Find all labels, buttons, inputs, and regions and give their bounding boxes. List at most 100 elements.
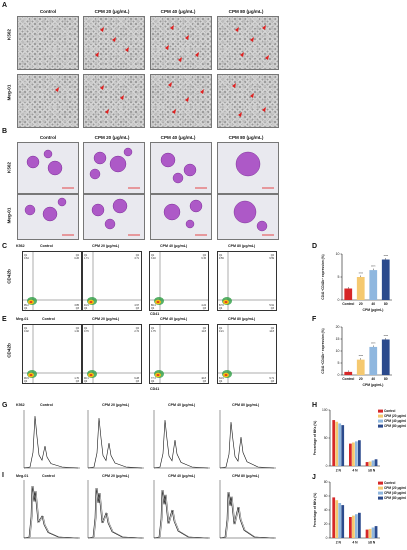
e-quadrant-name-q4: Q4 bbox=[24, 380, 28, 383]
e-quadrant-value-1: 11.8 bbox=[202, 330, 207, 333]
dna-content-trace-overlay bbox=[89, 487, 144, 539]
x-tick-label-0: Control bbox=[342, 302, 354, 306]
bar-≥8 N-2 bbox=[371, 460, 375, 466]
dna-content-trace bbox=[87, 487, 143, 539]
legend-swatch-3 bbox=[378, 496, 383, 500]
y-tick-label: 60 bbox=[324, 494, 328, 498]
y-axis-title: CD41⁺CD42b⁺ expression (%) bbox=[321, 328, 325, 373]
bar-≥8 N-1 bbox=[368, 528, 372, 538]
bar-40 bbox=[369, 346, 378, 375]
c-x-axis-label: CD41 bbox=[150, 312, 160, 316]
y-tick-label: 15 bbox=[336, 337, 340, 341]
e-quadrant-name-q3: Q3 bbox=[136, 380, 140, 383]
density-peak bbox=[224, 301, 228, 303]
bar-20 bbox=[356, 359, 365, 375]
c-quadrant-value-2: 86.4 bbox=[151, 304, 156, 307]
e-quadrant-value-1: 2.72 bbox=[134, 330, 139, 333]
bar-4 N-1 bbox=[352, 515, 355, 538]
bar-80 bbox=[381, 339, 390, 375]
e-quadrant-name-q2: Q2 bbox=[271, 327, 275, 330]
bar-2 N-0 bbox=[332, 420, 336, 466]
legend-label-2: CPM (40 μg/mL) bbox=[384, 491, 406, 495]
c-quadrant-value-0: 9.59 bbox=[219, 257, 224, 260]
b-col-title-cpm40: CPM 40 (μg/mL) bbox=[160, 135, 196, 140]
x-tick-label-3: 80 bbox=[384, 302, 388, 306]
bar-4 N-0 bbox=[349, 517, 352, 538]
bar-2 N-2 bbox=[338, 423, 342, 466]
g-histogram-1 bbox=[87, 410, 144, 469]
e-facs-plot-0: Q1 0.02 Q2 1.32 Q4 96.9 Q3 1.70 bbox=[22, 324, 82, 384]
e-quadrant-name-q1: Q1 bbox=[151, 327, 155, 330]
x-tick-label-0: 2 N bbox=[336, 469, 342, 473]
e-quadrant-value-1: 1.32 bbox=[74, 330, 79, 333]
g-histogram-0 bbox=[23, 410, 80, 469]
c-quadrant-name-q2: Q2 bbox=[76, 254, 80, 257]
density-peak bbox=[29, 374, 33, 376]
micrograph-a-meg01-control bbox=[17, 74, 79, 128]
bar-Control bbox=[344, 288, 353, 300]
panel-label-b: B bbox=[2, 128, 8, 135]
legend-label-0: Control bbox=[384, 481, 395, 485]
c-quadrant-name-q3: Q3 bbox=[271, 307, 275, 310]
dna-content-trace bbox=[153, 489, 209, 539]
bar-40 bbox=[369, 270, 378, 300]
e-col-title-control: Control bbox=[42, 317, 55, 321]
x-tick-label-2: 40 bbox=[371, 302, 375, 306]
c-facs-plot-2: Q1 3.40 Q2 6.15 Q4 86.4 Q3 4.24 bbox=[149, 251, 209, 311]
c-quadrant-value-1: 0.26 bbox=[74, 257, 79, 260]
cytospin-b-meg01-cpm20 bbox=[83, 194, 145, 240]
micrograph-a-meg01-cpm20 bbox=[83, 74, 145, 128]
x-axis-title: CPM (μg/mL) bbox=[363, 383, 384, 387]
e-quadrant-value-3: 1.70 bbox=[74, 377, 79, 380]
bar-4 N-0 bbox=[349, 443, 352, 466]
chart-d: 0 5 10 CD41⁺CD42b⁺ expression (%) Control 20 *… bbox=[321, 252, 392, 312]
e-quadrant-value-0: 0.02 bbox=[24, 330, 29, 333]
c-col-title-cpm40: CPM 40 (μg/mL) bbox=[160, 244, 188, 248]
micrograph-a-k562-cpm20 bbox=[83, 16, 145, 70]
e-quadrant-name-q1: Q1 bbox=[24, 327, 28, 330]
panel-label-h: H bbox=[312, 402, 318, 409]
bar-≥8 N-2 bbox=[371, 527, 375, 538]
c-quadrant-name-q2: Q2 bbox=[203, 254, 207, 257]
dna-content-trace bbox=[87, 417, 143, 469]
legend-swatch-3 bbox=[378, 424, 383, 428]
e-facs-plot-3: Q1 0.21 Q2 14.8 Q4 84.9 Q3 9.71 bbox=[217, 324, 277, 384]
dna-content-trace bbox=[23, 415, 79, 469]
i-col-title-cpm20: CPM 20 (μg/mL) bbox=[102, 474, 130, 478]
y-tick-label: 0 bbox=[338, 373, 340, 377]
e-quadrant-name-q3: Q3 bbox=[271, 380, 275, 383]
bar-4 N-2 bbox=[355, 514, 358, 538]
sig-marker-1: **** bbox=[359, 272, 364, 276]
x-tick-label-3: 80 bbox=[384, 377, 388, 381]
y-tick-label: 10 bbox=[336, 252, 340, 256]
c-col-title-cpm80: CPM 80 (μg/mL) bbox=[228, 244, 256, 248]
e-quadrant-value-0: 1.75 bbox=[151, 330, 156, 333]
c-quadrant-name-q4: Q4 bbox=[219, 307, 223, 310]
legend-swatch-2 bbox=[378, 419, 383, 423]
g-col-title-cpm20: CPM 20 (μg/mL) bbox=[102, 403, 130, 407]
e-col-title-cpm20: CPM 20 (μg/mL) bbox=[92, 317, 120, 321]
sig-marker-2: **** bbox=[371, 341, 376, 345]
e-col-title-cpm80: CPM 80 (μg/mL) bbox=[228, 317, 256, 321]
y-tick-label: 80 bbox=[324, 480, 328, 484]
y-axis-title: CD41⁺CD42b⁺ expression (%) bbox=[321, 254, 325, 299]
e-y-axis-label: CD42b bbox=[6, 343, 12, 358]
g-histogram-3 bbox=[219, 410, 276, 469]
c-quadrant-name-q1: Q1 bbox=[24, 254, 28, 257]
bar-≥8 N-3 bbox=[374, 526, 378, 538]
c-quadrant-name-q4: Q4 bbox=[24, 307, 28, 310]
panel-label-d: D bbox=[312, 243, 318, 250]
e-quadrant-name-q1: Q1 bbox=[84, 327, 88, 330]
dna-content-trace-overlay bbox=[221, 491, 276, 539]
y-tick-label: 0 bbox=[326, 536, 328, 540]
i-histogram-3 bbox=[219, 480, 276, 539]
c-quadrant-name-q4: Q4 bbox=[151, 307, 155, 310]
bar-2 N-1 bbox=[335, 500, 339, 538]
density-peak bbox=[89, 301, 93, 303]
c-quadrant-value-2: 95.2 bbox=[24, 304, 29, 307]
e-row-label-meg01: Meg-01 bbox=[16, 317, 29, 321]
c-quadrant-value-3: 3.85 bbox=[74, 304, 79, 307]
legend-swatch-0 bbox=[378, 409, 383, 413]
y-tick-label: 50 bbox=[324, 436, 328, 440]
bar-20 bbox=[356, 277, 365, 300]
